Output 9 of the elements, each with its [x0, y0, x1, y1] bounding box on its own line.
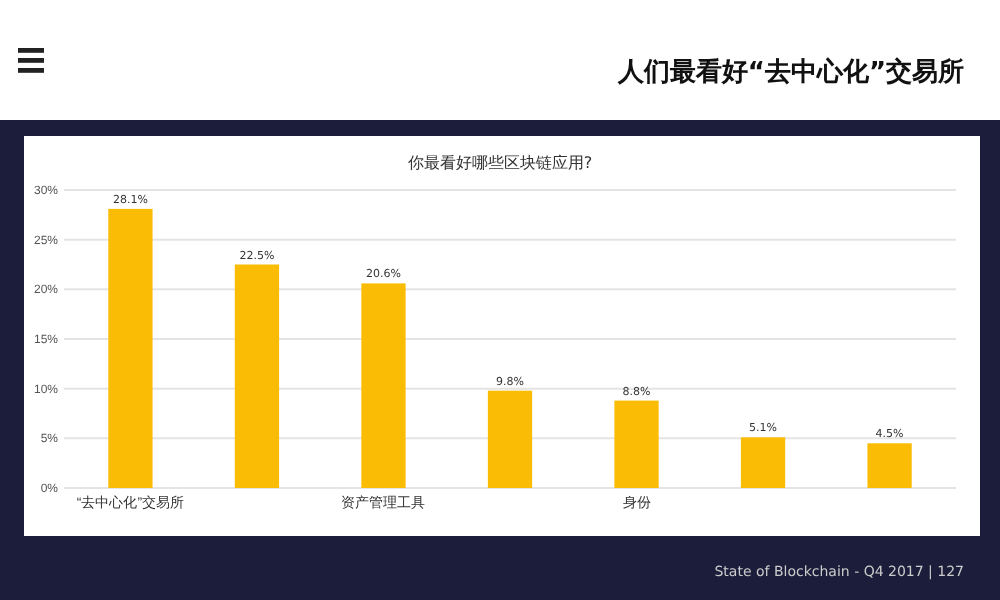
bar	[487, 390, 533, 488]
bar	[740, 437, 786, 488]
bar	[234, 264, 280, 488]
chart-title: 你最看好哪些区块链应用?	[407, 154, 593, 172]
bar	[614, 400, 659, 488]
bar	[108, 208, 153, 488]
bar	[361, 283, 406, 488]
bar	[867, 443, 912, 488]
text: 人们最看好“去中心化”交易所	[615, 56, 964, 88]
